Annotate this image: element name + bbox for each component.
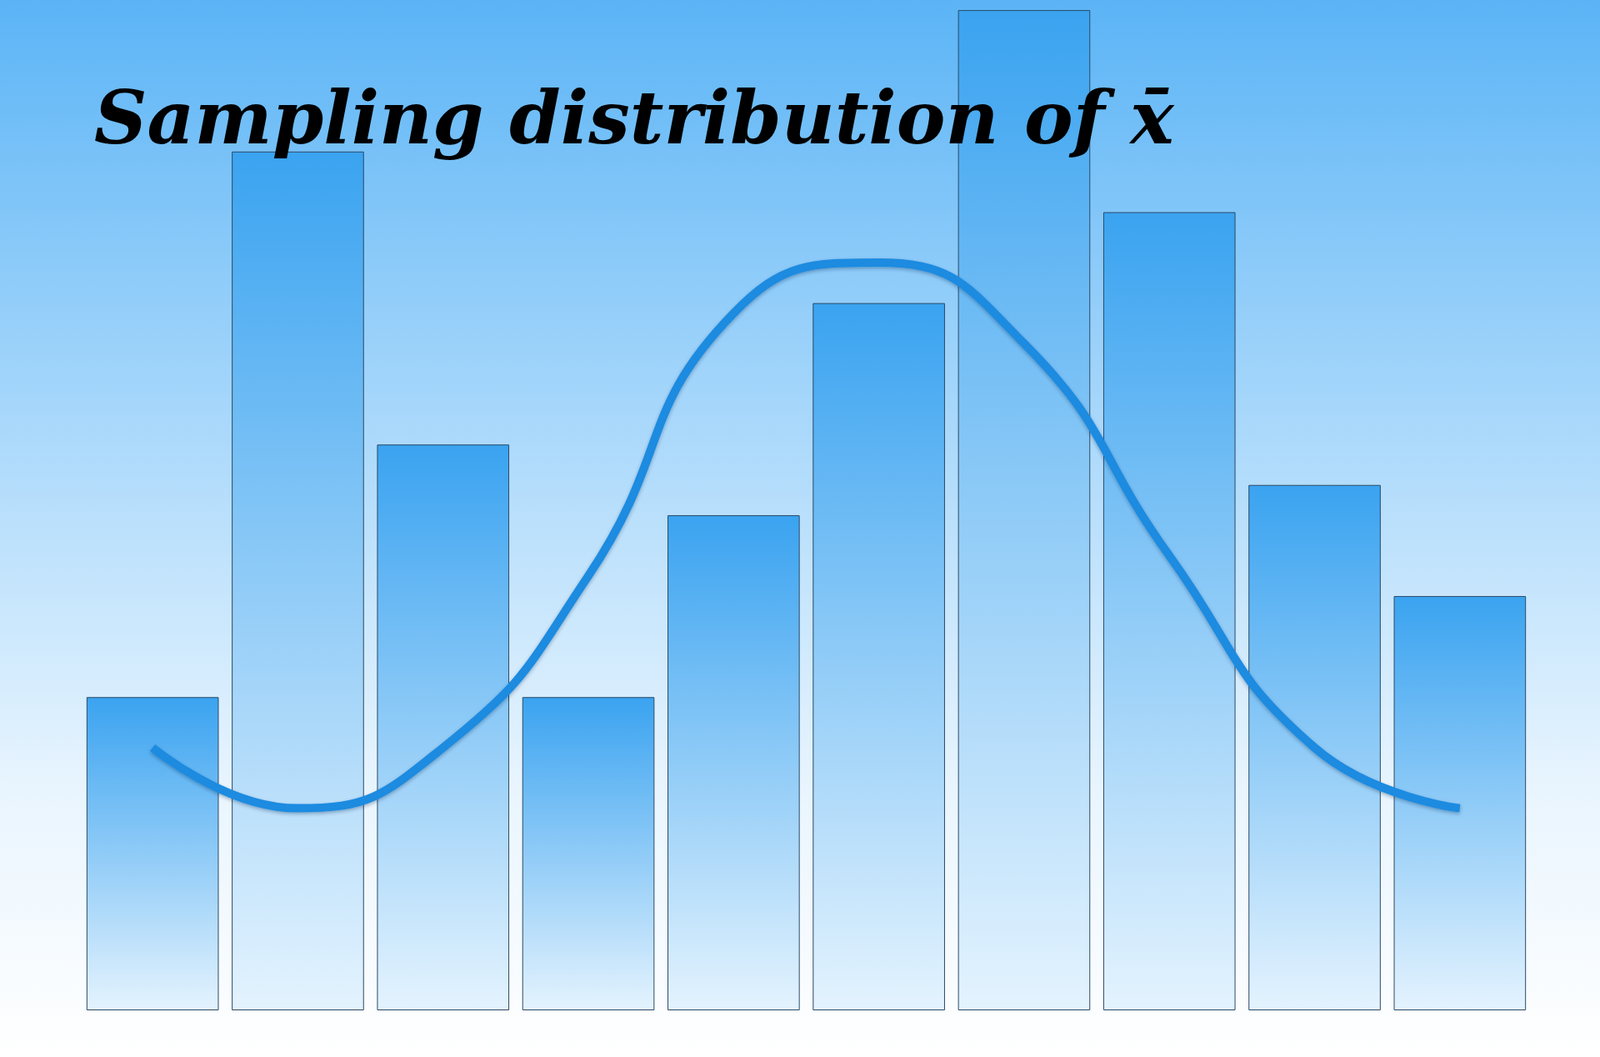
svg-text:Sampling distribution of x̄: Sampling distribution of x̄ xyxy=(94,74,1175,161)
